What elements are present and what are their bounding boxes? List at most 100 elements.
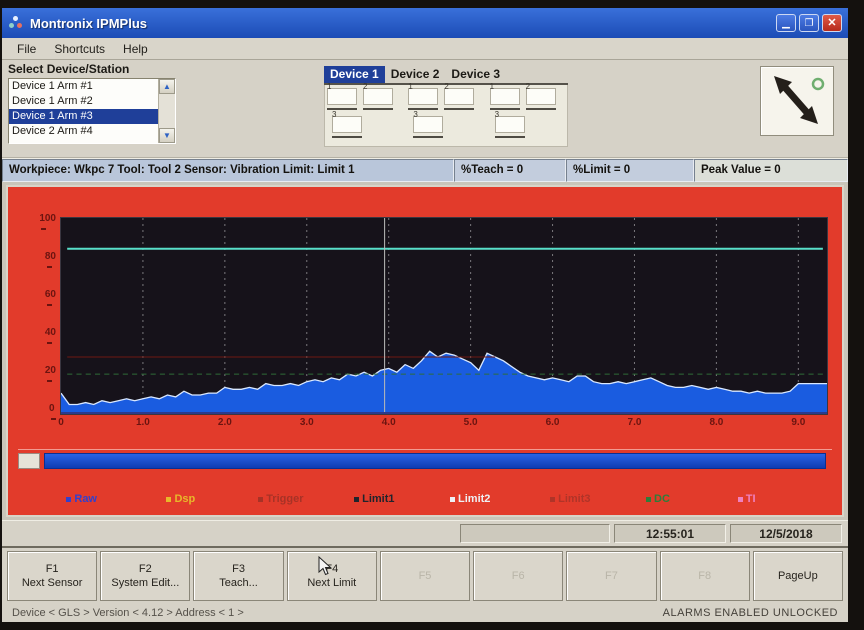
clock-date: 12/5/2018	[730, 524, 842, 543]
fkey-f1-button[interactable]: F1 Next Sensor	[7, 551, 98, 601]
scroll-down-icon[interactable]: ▼	[159, 128, 175, 143]
channel-number: 1	[327, 82, 332, 91]
fkey-sublabel: Next Limit	[307, 577, 357, 589]
channel-number: 2	[363, 82, 368, 91]
channel-box[interactable]: 2	[525, 82, 556, 105]
window-title: Montronix IPMPlus	[30, 15, 147, 31]
fkey-label: F5	[418, 570, 432, 582]
app-icon	[8, 15, 24, 31]
channel-box[interactable]: 1	[489, 82, 520, 105]
menu-item-file[interactable]: File	[17, 41, 37, 56]
legend-item-dc: DC	[646, 493, 670, 505]
x-axis-label: 0	[58, 417, 64, 428]
menu-item-help[interactable]: Help	[123, 41, 148, 56]
x-axis-label: 2.0	[217, 417, 232, 428]
menu-item-shortcuts[interactable]: Shortcuts	[54, 41, 106, 56]
channel-box-wrap: 3	[494, 110, 525, 138]
tab-device-1[interactable]: Device 1	[324, 66, 385, 83]
y-axis-label: 0	[49, 403, 56, 425]
function-key-row: F1 Next Sensor F2 System Edit... F3 Teach... F…	[2, 546, 848, 604]
x-axis-label: 3.0	[299, 417, 314, 428]
channel-box[interactable]: 1	[408, 82, 439, 105]
x-axis-label: 6.0	[545, 417, 560, 428]
device-list-scrollbar[interactable]: ▲ ▼	[158, 79, 175, 143]
chart-scroll-thumb[interactable]	[44, 453, 826, 469]
device-tab-panel: Device 1 Device 2 Device 3 1 2 3 1 2 3 1 2 3	[324, 66, 568, 152]
chart-scroll-left-button[interactable]	[18, 453, 40, 469]
teach-readout: %Teach = 0	[454, 159, 566, 182]
legend-item-limit2: Limit2	[450, 493, 490, 505]
channel-box-wrap: 1	[408, 82, 439, 110]
legend-swatch-icon	[66, 496, 72, 502]
tab-device-3[interactable]: Device 3	[451, 67, 501, 81]
legend-item-raw: Raw	[66, 493, 97, 505]
channel-group: 1 2 3	[408, 82, 483, 143]
legend-item-dsp: Dsp	[166, 493, 195, 505]
y-axis-label: 100	[39, 213, 56, 235]
legend-swatch-icon	[737, 496, 743, 502]
fkey-f3-button[interactable]: F3 Teach...	[193, 551, 284, 601]
channel-group: 1 2 3	[327, 82, 402, 143]
channel-box[interactable]: 2	[363, 82, 393, 105]
fkey-label: F2	[138, 563, 152, 575]
channel-box[interactable]: 1	[327, 82, 357, 105]
channel-box-wrap: 2	[525, 82, 556, 110]
time-bar: 12:55:01 12/5/2018	[2, 520, 848, 546]
fkey-sublabel: Teach...	[219, 577, 258, 589]
fkey-label: F3	[232, 563, 245, 575]
fkey-label: F1	[45, 563, 59, 575]
legend-swatch-icon	[450, 496, 456, 502]
fkey-sublabel: System Edit...	[111, 577, 180, 589]
time-bar-blank-cell	[460, 524, 610, 543]
device-list[interactable]: Device 1 Arm #1 Device 1 Arm #2 Device 1 A…	[8, 78, 176, 144]
x-axis-label: 1.0	[135, 417, 150, 428]
limit-readout: %Limit = 0	[566, 159, 694, 182]
fkey-f4-button[interactable]: F4 Next Limit	[286, 551, 377, 601]
y-axis-label: 20	[45, 365, 56, 387]
chart-scrollbar[interactable]	[18, 449, 832, 469]
y-axis-label: 80	[45, 251, 56, 273]
x-axis-label: 8.0	[709, 417, 724, 428]
channel-box[interactable]: 3	[494, 110, 525, 133]
channel-box[interactable]: 3	[332, 110, 362, 133]
fkey-f2-button[interactable]: F2 System Edit...	[100, 551, 191, 601]
restore-button[interactable]: ❐	[799, 14, 819, 32]
fkey-f5-button[interactable]: F5	[379, 551, 471, 601]
status-bar: Workpiece: Wkpc 7 Tool: Tool 2 Sensor: V…	[2, 158, 848, 182]
tool-arrow-button[interactable]	[760, 66, 834, 136]
legend-swatch-icon	[354, 496, 360, 502]
channel-box-wrap: 2	[444, 82, 475, 110]
channel-group: 1 2 3	[489, 82, 565, 143]
minimize-button[interactable]: ▁	[776, 14, 796, 32]
title-bar: Montronix IPMPlus ▁ ❐ ✕	[2, 8, 848, 38]
plot-area[interactable]: 0 20 40 60 80 100 0 1.0 2.0 3.0 4.0 5.0 6.0 7.0 8.0 9.0	[39, 213, 828, 428]
channel-number: 3	[494, 110, 500, 119]
fkey-label: F8	[698, 570, 712, 582]
y-axis-label: 60	[45, 289, 56, 311]
channel-box[interactable]: 3	[413, 110, 444, 133]
list-item[interactable]: Device 1 Arm #3	[9, 109, 158, 124]
channel-number: 1	[408, 82, 413, 91]
device-list-label: Select Device/Station	[8, 62, 130, 76]
menu-bar: File Shortcuts Help	[2, 38, 848, 60]
list-item[interactable]: Device 1 Arm #1	[12, 80, 93, 92]
mouse-cursor-icon	[318, 556, 332, 576]
fkey-pageup-button[interactable]: PageUp	[752, 551, 843, 601]
list-item[interactable]: Device 1 Arm #2	[12, 95, 93, 107]
list-item[interactable]: Device 2 Arm #4	[12, 125, 93, 137]
scroll-up-icon[interactable]: ▲	[159, 79, 175, 94]
channel-box-wrap: 3	[413, 110, 444, 138]
footer-status-bar: Device < GLS > Version < 4.12 > Address …	[2, 604, 848, 622]
diagonal-arrow-icon	[774, 76, 825, 124]
channel-box[interactable]: 2	[444, 82, 475, 105]
fkey-f7-button[interactable]: F7	[566, 551, 657, 601]
tab-device-2[interactable]: Device 2	[390, 67, 440, 81]
fkey-f6-button[interactable]: F6	[473, 551, 564, 601]
legend-item-ti: TI	[737, 493, 756, 505]
close-button[interactable]: ✕	[822, 14, 842, 32]
x-axis-label: 9.0	[791, 417, 806, 428]
fkey-f8-button[interactable]: F8	[659, 551, 750, 601]
legend-item-trigger: Trigger	[258, 493, 303, 505]
app-window: Montronix IPMPlus ▁ ❐ ✕ File Shortcuts Hel…	[2, 8, 848, 622]
chart-section: 0 20 40 60 80 100 0 1.0 2.0 3.0 4.0 5.0 6.0 7.0 8.0 9.0…	[2, 182, 848, 520]
